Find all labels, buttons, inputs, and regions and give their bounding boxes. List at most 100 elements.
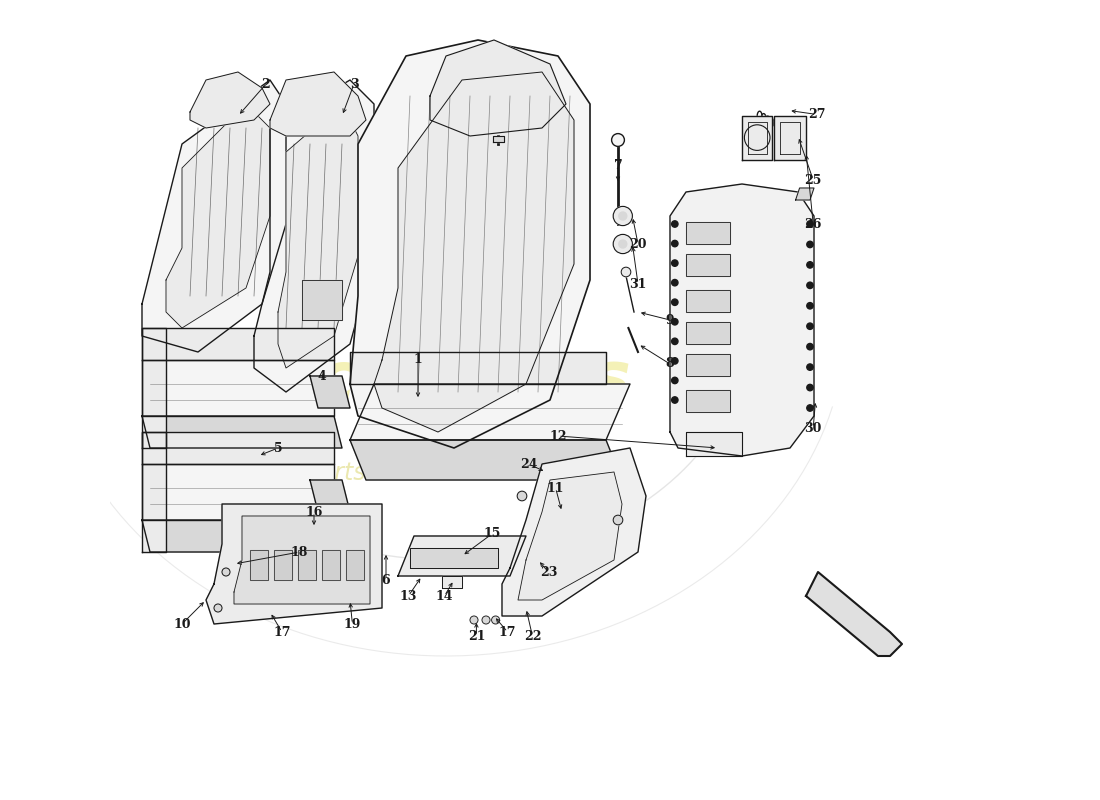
Circle shape — [672, 397, 678, 403]
Text: 13: 13 — [399, 590, 417, 602]
Circle shape — [806, 323, 813, 330]
Bar — [686, 290, 730, 312]
Polygon shape — [410, 548, 498, 568]
Polygon shape — [142, 328, 166, 448]
Text: 17: 17 — [499, 626, 516, 638]
Bar — [250, 550, 267, 580]
Bar — [322, 550, 340, 580]
Text: 20: 20 — [629, 238, 647, 250]
Bar — [686, 354, 730, 376]
Text: 4: 4 — [318, 370, 327, 382]
Polygon shape — [310, 376, 350, 408]
Circle shape — [672, 279, 678, 286]
Polygon shape — [493, 136, 504, 142]
Polygon shape — [806, 572, 902, 656]
Bar — [250, 550, 267, 580]
Bar — [686, 354, 730, 376]
Text: 1: 1 — [414, 354, 422, 366]
Text: 2: 2 — [262, 78, 271, 90]
Bar — [686, 222, 730, 244]
Text: 11: 11 — [547, 482, 564, 494]
Polygon shape — [430, 40, 566, 136]
Text: 12: 12 — [549, 430, 566, 442]
Circle shape — [517, 491, 527, 501]
Polygon shape — [142, 464, 334, 520]
Bar — [686, 322, 730, 344]
Text: 30: 30 — [804, 422, 822, 434]
Bar — [686, 390, 730, 412]
Bar — [686, 254, 730, 276]
Text: 19: 19 — [343, 618, 361, 630]
Bar — [298, 550, 316, 580]
Circle shape — [672, 240, 678, 246]
Polygon shape — [350, 384, 630, 440]
Bar — [686, 254, 730, 276]
Text: 16: 16 — [306, 506, 322, 518]
Bar — [686, 222, 730, 244]
Text: 22: 22 — [524, 630, 541, 642]
Circle shape — [806, 221, 813, 227]
Text: 10: 10 — [173, 618, 190, 630]
Polygon shape — [278, 104, 358, 368]
Bar — [322, 550, 340, 580]
Polygon shape — [742, 116, 772, 160]
Text: 17: 17 — [273, 626, 290, 638]
Polygon shape — [190, 72, 270, 128]
Polygon shape — [142, 360, 334, 416]
Polygon shape — [350, 40, 590, 448]
Circle shape — [672, 358, 678, 364]
Polygon shape — [374, 72, 574, 432]
Text: 3: 3 — [350, 78, 359, 90]
Circle shape — [482, 616, 490, 624]
Text: 15: 15 — [484, 527, 502, 540]
Circle shape — [672, 318, 678, 325]
Circle shape — [672, 299, 678, 306]
Circle shape — [222, 568, 230, 576]
Circle shape — [214, 604, 222, 612]
Circle shape — [672, 378, 678, 384]
Polygon shape — [795, 188, 814, 200]
Polygon shape — [270, 72, 366, 136]
Polygon shape — [302, 280, 342, 320]
Bar — [686, 290, 730, 312]
Polygon shape — [142, 432, 334, 464]
Polygon shape — [398, 536, 526, 576]
Polygon shape — [774, 116, 806, 160]
Circle shape — [672, 260, 678, 266]
Polygon shape — [142, 416, 342, 448]
Text: eurocarparts: eurocarparts — [145, 348, 631, 414]
Polygon shape — [670, 184, 814, 456]
Text: 6: 6 — [382, 574, 390, 586]
Text: 8: 8 — [666, 358, 674, 370]
Bar — [686, 390, 730, 412]
Polygon shape — [442, 576, 462, 588]
Circle shape — [470, 616, 478, 624]
Bar — [274, 550, 292, 580]
Polygon shape — [254, 80, 374, 392]
Polygon shape — [142, 328, 334, 360]
Text: 5: 5 — [274, 442, 283, 454]
Text: 27: 27 — [807, 108, 825, 121]
Circle shape — [619, 212, 627, 220]
Circle shape — [806, 262, 813, 268]
Bar — [346, 550, 364, 580]
Circle shape — [806, 282, 813, 289]
Circle shape — [613, 515, 623, 525]
Bar — [346, 550, 364, 580]
Circle shape — [806, 302, 813, 309]
Bar — [686, 322, 730, 344]
Circle shape — [672, 221, 678, 227]
Circle shape — [613, 206, 632, 226]
Text: 9: 9 — [666, 314, 674, 326]
Polygon shape — [502, 448, 646, 616]
Polygon shape — [206, 504, 382, 624]
Polygon shape — [350, 352, 606, 384]
Circle shape — [806, 364, 813, 370]
Circle shape — [672, 338, 678, 345]
Circle shape — [613, 234, 632, 254]
Circle shape — [806, 405, 813, 411]
Text: 7: 7 — [614, 159, 623, 172]
Bar — [274, 550, 292, 580]
Circle shape — [806, 384, 813, 390]
Circle shape — [621, 267, 630, 277]
